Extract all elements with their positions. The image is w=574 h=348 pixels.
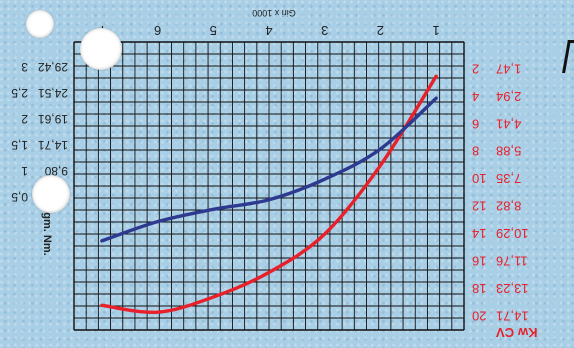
kw-tick-label: 5,88 <box>496 144 521 159</box>
cv-tick-label: 14 <box>472 226 486 241</box>
kw-tick-label: 2,94 <box>496 89 521 104</box>
cv-unit-label: CV <box>496 325 514 340</box>
punch-hole-top-left <box>26 10 54 38</box>
punch-hole-top <box>80 28 122 70</box>
x-tick-label: 2 <box>377 23 384 38</box>
kgm-tick-label: 2,5 <box>11 86 28 100</box>
kw-unit-label: Kw <box>517 325 537 340</box>
punch-hole-middle <box>32 175 70 213</box>
kw-tick-label: 10,29 <box>496 226 529 241</box>
kgm-tick-label: 1 <box>21 164 28 178</box>
x-tick-label: 4 <box>265 23 272 38</box>
nm-tick-label: 24,51 <box>38 86 68 100</box>
cv-tick-label: 20 <box>472 308 486 323</box>
kw-tick-label: 7,35 <box>496 171 521 186</box>
cv-tick-label: 10 <box>472 171 486 186</box>
rotated-chart-group: 1234567Giri x 100021,4742,9464,4185,8810… <box>11 8 538 340</box>
nm-tick-label: 14,71 <box>38 138 68 152</box>
cv-tick-label: 6 <box>472 116 479 131</box>
kw-tick-label: 1,47 <box>496 61 521 76</box>
kw-tick-label: 13,23 <box>496 281 529 296</box>
x-tick-label: 3 <box>321 23 328 38</box>
cv-tick-label: 2 <box>472 61 479 76</box>
torque-unit-label: Kgm. Nm. <box>41 204 53 255</box>
kw-tick-label: 11,76 <box>496 253 528 268</box>
grid <box>73 41 465 331</box>
axis-labels: 1234567Giri x 100021,4742,9464,4185,8810… <box>11 8 538 340</box>
kgm-tick-label: 2 <box>21 112 28 126</box>
kw-tick-label: 8,82 <box>496 199 521 214</box>
cv-tick-label: 8 <box>472 144 479 159</box>
kgm-tick-label: 1,5 <box>11 138 28 152</box>
x-tick-label: 6 <box>154 23 161 38</box>
x-tick-label: 5 <box>210 23 217 38</box>
kw-tick-label: 14,71 <box>496 308 529 323</box>
cv-tick-label: 18 <box>472 281 486 296</box>
cv-tick-label: 4 <box>472 89 479 104</box>
kgm-tick-label: 3 <box>21 60 28 74</box>
kw-tick-label: 4,41 <box>496 116 521 131</box>
x-axis-title: Giri x 1000 <box>252 8 296 18</box>
nm-tick-label: 29,42 <box>38 60 68 74</box>
series-lines <box>100 74 438 315</box>
nm-tick-label: 19,61 <box>38 112 68 126</box>
cv-tick-label: 16 <box>472 253 486 268</box>
cv-tick-label: 12 <box>472 199 486 214</box>
series-line-0 <box>100 74 438 315</box>
series-line-1 <box>100 96 438 243</box>
kgm-tick-label: 0,5 <box>11 190 28 204</box>
x-tick-label: 1 <box>433 23 440 38</box>
nm-tick-label: 9,80 <box>44 164 68 178</box>
